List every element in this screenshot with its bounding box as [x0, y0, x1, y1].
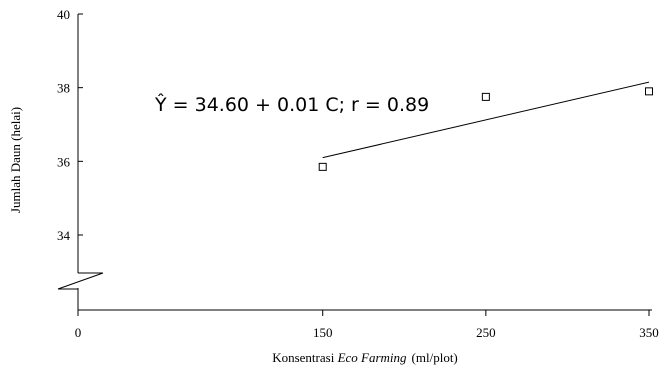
x-axis-title: Konsentrasi Eco Farming (ml/plot) [272, 350, 458, 365]
data-point-2 [481, 92, 490, 101]
axis-break-zigzag [57, 272, 104, 290]
x-axis-title-italic: Eco Farming [337, 350, 407, 365]
x-axis-title-unit: (ml/plot) [412, 350, 458, 365]
regression-equation: Ŷ = 34.60 + 0.01 C; r = 0.89 [154, 92, 429, 116]
x-tick-label-150: 150 [313, 325, 333, 340]
data-point-3 [645, 87, 653, 96]
data-point-1 [318, 162, 327, 171]
trend-line [322, 81, 650, 159]
x-axis-title-plain: Konsentrasi [272, 350, 337, 365]
x-tick-label-250: 250 [476, 325, 496, 340]
x-tick-label-0: 0 [75, 325, 82, 340]
ticks: 34 36 38 40 0 150 250 350 [57, 7, 659, 340]
axes [57, 14, 652, 311]
y-tick-label-36: 36 [57, 154, 71, 169]
y-axis-title: Jumlah Daun (helai) [8, 107, 23, 213]
y-tick-label-40: 40 [57, 7, 70, 22]
y-tick-label-34: 34 [57, 228, 71, 243]
data-marks [318, 81, 653, 171]
x-tick-label-350: 350 [639, 325, 659, 340]
y-tick-label-38: 38 [57, 81, 70, 96]
